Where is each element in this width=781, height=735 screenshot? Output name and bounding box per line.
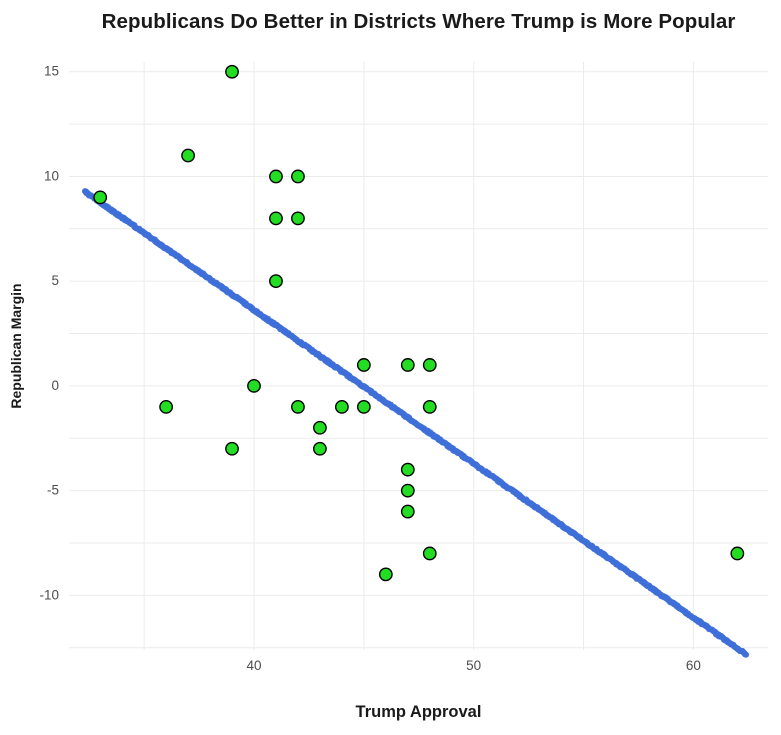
svg-text:15: 15 bbox=[44, 64, 59, 79]
svg-text:10: 10 bbox=[44, 168, 59, 183]
svg-text:60: 60 bbox=[686, 658, 701, 673]
svg-text:50: 50 bbox=[466, 658, 481, 673]
svg-text:5: 5 bbox=[51, 273, 59, 288]
svg-text:-10: -10 bbox=[39, 587, 59, 602]
svg-text:-5: -5 bbox=[47, 483, 59, 498]
svg-text:40: 40 bbox=[246, 658, 261, 673]
svg-text:0: 0 bbox=[51, 378, 59, 393]
